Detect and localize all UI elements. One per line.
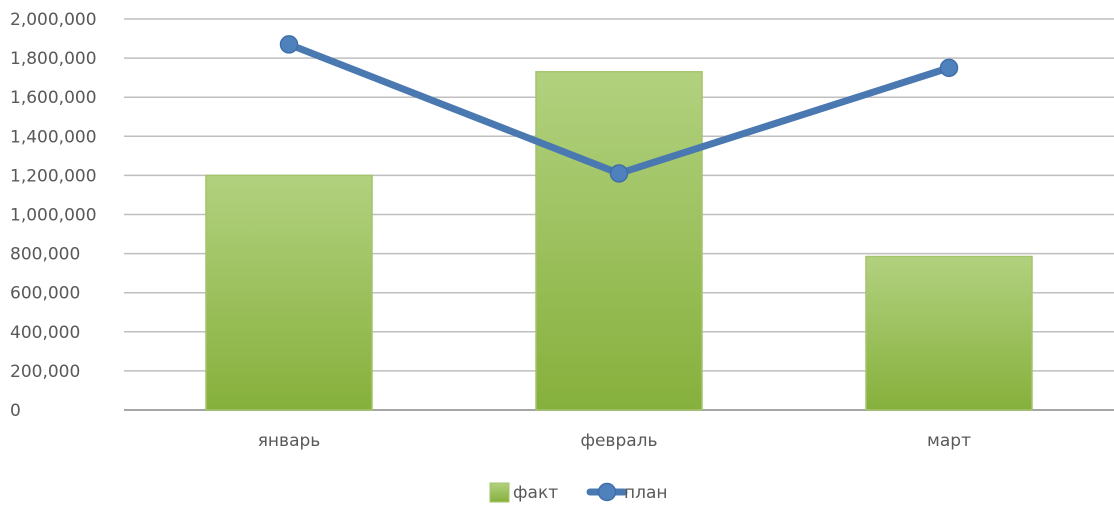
legend-marker-plan: [597, 482, 617, 502]
bar-series-fakt: [205, 71, 1033, 411]
x-tick-label: январь: [258, 431, 321, 451]
y-tick-label: 1,200,000: [10, 166, 97, 186]
y-tick-label: 600,000: [10, 284, 80, 304]
y-tick-label: 2,000,000: [10, 10, 97, 30]
x-tick-label: февраль: [580, 431, 657, 451]
legend-label-plan: план: [624, 483, 668, 503]
y-tick-label: 1,600,000: [10, 88, 97, 108]
plan-marker-февраль: [609, 164, 629, 183]
line-series-plan: [279, 35, 959, 183]
x-tick-label: март: [927, 431, 971, 451]
y-tick-label: 1,400,000: [10, 127, 97, 147]
y-tick-label: 800,000: [10, 245, 80, 265]
legend-swatch-fakt: [489, 482, 510, 503]
legend: факт план: [489, 482, 668, 503]
y-tick-label: 1,000,000: [10, 206, 97, 226]
y-tick-label: 400,000: [10, 323, 80, 343]
bar-февраль: [535, 71, 703, 411]
y-tick-label: 200,000: [10, 362, 80, 382]
y-tick-label: 0: [10, 401, 21, 421]
y-tick-label: 1,800,000: [10, 49, 97, 69]
bar-март: [865, 255, 1033, 411]
x-axis-category-labels: январь февраль март: [258, 431, 971, 451]
plan-marker-март: [939, 58, 959, 78]
y-axis-tick-labels: 0 200,000 400,000 600,000 800,000 1,000,000 1,…: [10, 10, 97, 421]
bar-январь: [205, 174, 373, 411]
plan-marker-январь: [279, 35, 299, 54]
legend-label-fakt: факт: [513, 483, 558, 503]
